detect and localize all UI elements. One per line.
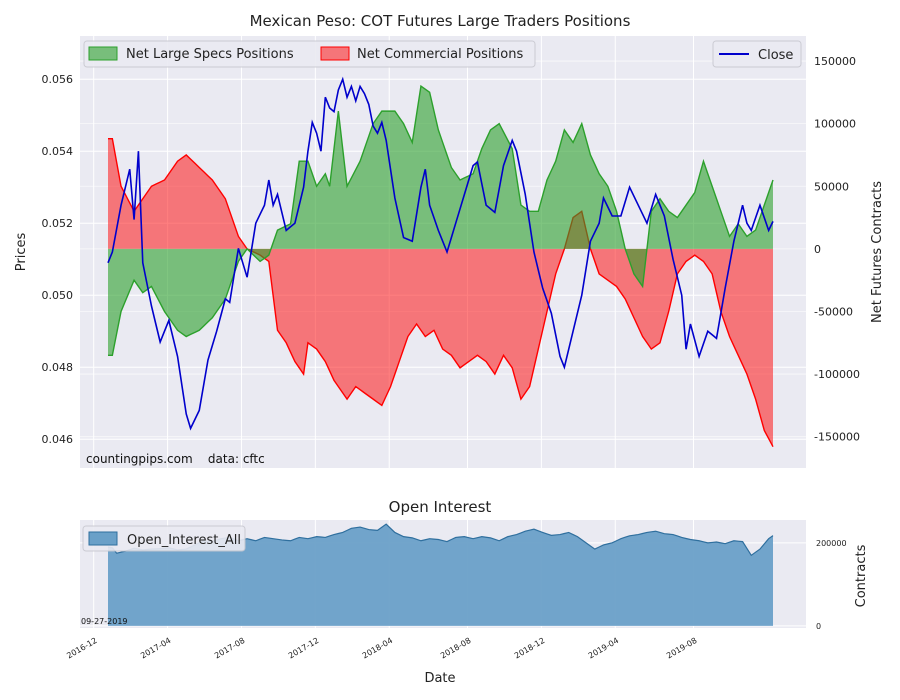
open-interest-area bbox=[108, 524, 773, 626]
left-axis-label: Prices bbox=[14, 233, 29, 272]
date-tick-label: 2017-08 bbox=[213, 636, 246, 661]
right-tick-label: -50000 bbox=[814, 305, 853, 318]
date-tick-label: 2019-04 bbox=[587, 636, 620, 661]
watermark-text: countingpips.com data: cftc bbox=[86, 452, 265, 466]
right-tick-label: -150000 bbox=[814, 431, 860, 444]
right-tick-label: 150000 bbox=[814, 55, 856, 68]
specs-legend-label: Net Large Specs Positions bbox=[126, 47, 294, 62]
date-tick-label: 2016-12 bbox=[65, 636, 98, 661]
oi-legend-box bbox=[82, 525, 246, 552]
date-tick-label: 2017-04 bbox=[139, 636, 172, 661]
date-tick-label: 2019-08 bbox=[665, 636, 698, 661]
main-chart-title: Mexican Peso: COT Futures Large Traders … bbox=[250, 12, 631, 30]
area-legend: Net Large Specs Positions Net Commercial… bbox=[83, 40, 536, 68]
right-axis-ticks: 150000 100000 50000 0 -50000 -100000 -150000 bbox=[814, 55, 860, 444]
left-tick-label: 0.048 bbox=[42, 361, 74, 374]
left-tick-label: 0.050 bbox=[42, 289, 74, 302]
commercial-area bbox=[108, 138, 773, 447]
date-tick-labels: 2016-12 2017-04 2017-08 2017-12 2018-04 2018-… bbox=[65, 636, 698, 661]
oi-legend-label: Open_Interest_All bbox=[127, 533, 241, 548]
date-tick-label: 2018-04 bbox=[361, 636, 394, 661]
right-tick-label: -100000 bbox=[814, 368, 860, 381]
date-tick-label: 2018-08 bbox=[439, 636, 472, 661]
date-axis-label: Date bbox=[424, 671, 455, 686]
area-legend-box bbox=[83, 40, 536, 68]
oi-legend: Open_Interest_All bbox=[82, 525, 246, 552]
oi-tick-label: 200000 bbox=[816, 539, 847, 548]
close-legend-label: Close bbox=[758, 48, 793, 63]
oi-tick-label: 0 bbox=[816, 622, 821, 631]
left-tick-label: 0.056 bbox=[42, 73, 74, 86]
date-tick-label: 2017-12 bbox=[287, 636, 320, 661]
left-axis-ticks: 0.046 0.048 0.050 0.052 0.054 0.056 bbox=[42, 73, 74, 446]
commercial-edge-line bbox=[108, 137, 774, 448]
commercial-legend-label: Net Commercial Positions bbox=[357, 47, 523, 62]
oi-legend-swatch bbox=[88, 531, 118, 546]
oi-axis-ticks: 200000 0 bbox=[816, 539, 847, 631]
left-tick-label: 0.054 bbox=[42, 145, 74, 158]
right-tick-label: 50000 bbox=[814, 180, 849, 193]
close-price-line bbox=[107, 76, 774, 431]
main-series bbox=[107, 76, 774, 448]
specs-edge-line bbox=[108, 84, 774, 356]
specs-area bbox=[108, 86, 773, 356]
line-legend: Close bbox=[712, 40, 802, 68]
right-axis-label: Net Futures Contracts bbox=[870, 181, 885, 323]
date-tick-label: 2018-12 bbox=[513, 636, 546, 661]
oi-axis-label: Contracts bbox=[854, 544, 869, 607]
specs-legend-swatch bbox=[88, 46, 118, 61]
right-tick-label: 0 bbox=[814, 243, 821, 256]
oi-chart-title: Open Interest bbox=[389, 498, 492, 516]
left-tick-label: 0.046 bbox=[42, 433, 74, 446]
line-legend-box bbox=[712, 40, 802, 68]
commercial-legend-swatch bbox=[320, 46, 350, 61]
left-tick-label: 0.052 bbox=[42, 217, 74, 230]
right-tick-label: 100000 bbox=[814, 118, 856, 131]
report-date-label: 09-27-2019 bbox=[81, 617, 128, 626]
